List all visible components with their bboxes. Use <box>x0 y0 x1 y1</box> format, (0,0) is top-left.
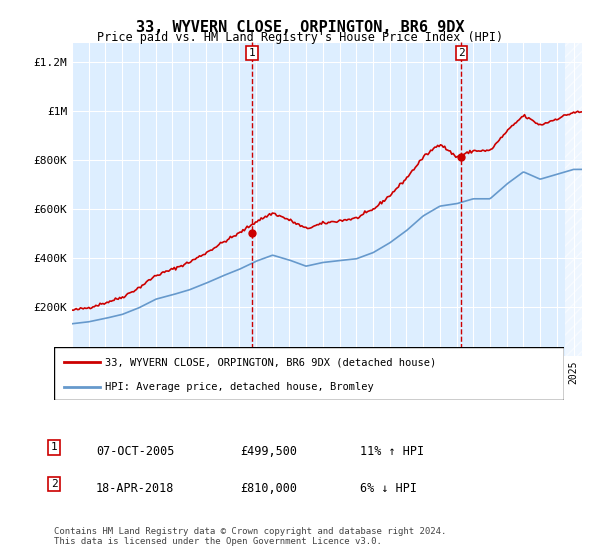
Text: £499,500: £499,500 <box>240 445 297 458</box>
Text: 18-APR-2018: 18-APR-2018 <box>96 482 175 494</box>
Text: Price paid vs. HM Land Registry's House Price Index (HPI): Price paid vs. HM Land Registry's House … <box>97 31 503 44</box>
Text: 6% ↓ HPI: 6% ↓ HPI <box>360 482 417 494</box>
Text: Contains HM Land Registry data © Crown copyright and database right 2024.
This d: Contains HM Land Registry data © Crown c… <box>54 526 446 546</box>
Bar <box>565 42 582 356</box>
Text: 1: 1 <box>50 442 58 452</box>
Text: 33, WYVERN CLOSE, ORPINGTON, BR6 9DX: 33, WYVERN CLOSE, ORPINGTON, BR6 9DX <box>136 20 464 35</box>
Text: 07-OCT-2005: 07-OCT-2005 <box>96 445 175 458</box>
Text: 2: 2 <box>458 48 465 58</box>
Text: 2: 2 <box>50 479 58 489</box>
Text: £810,000: £810,000 <box>240 482 297 494</box>
FancyBboxPatch shape <box>54 347 564 400</box>
Text: 11% ↑ HPI: 11% ↑ HPI <box>360 445 424 458</box>
Text: 33, WYVERN CLOSE, ORPINGTON, BR6 9DX (detached house): 33, WYVERN CLOSE, ORPINGTON, BR6 9DX (de… <box>105 357 436 367</box>
Text: 1: 1 <box>249 48 256 58</box>
Text: HPI: Average price, detached house, Bromley: HPI: Average price, detached house, Brom… <box>105 382 374 392</box>
